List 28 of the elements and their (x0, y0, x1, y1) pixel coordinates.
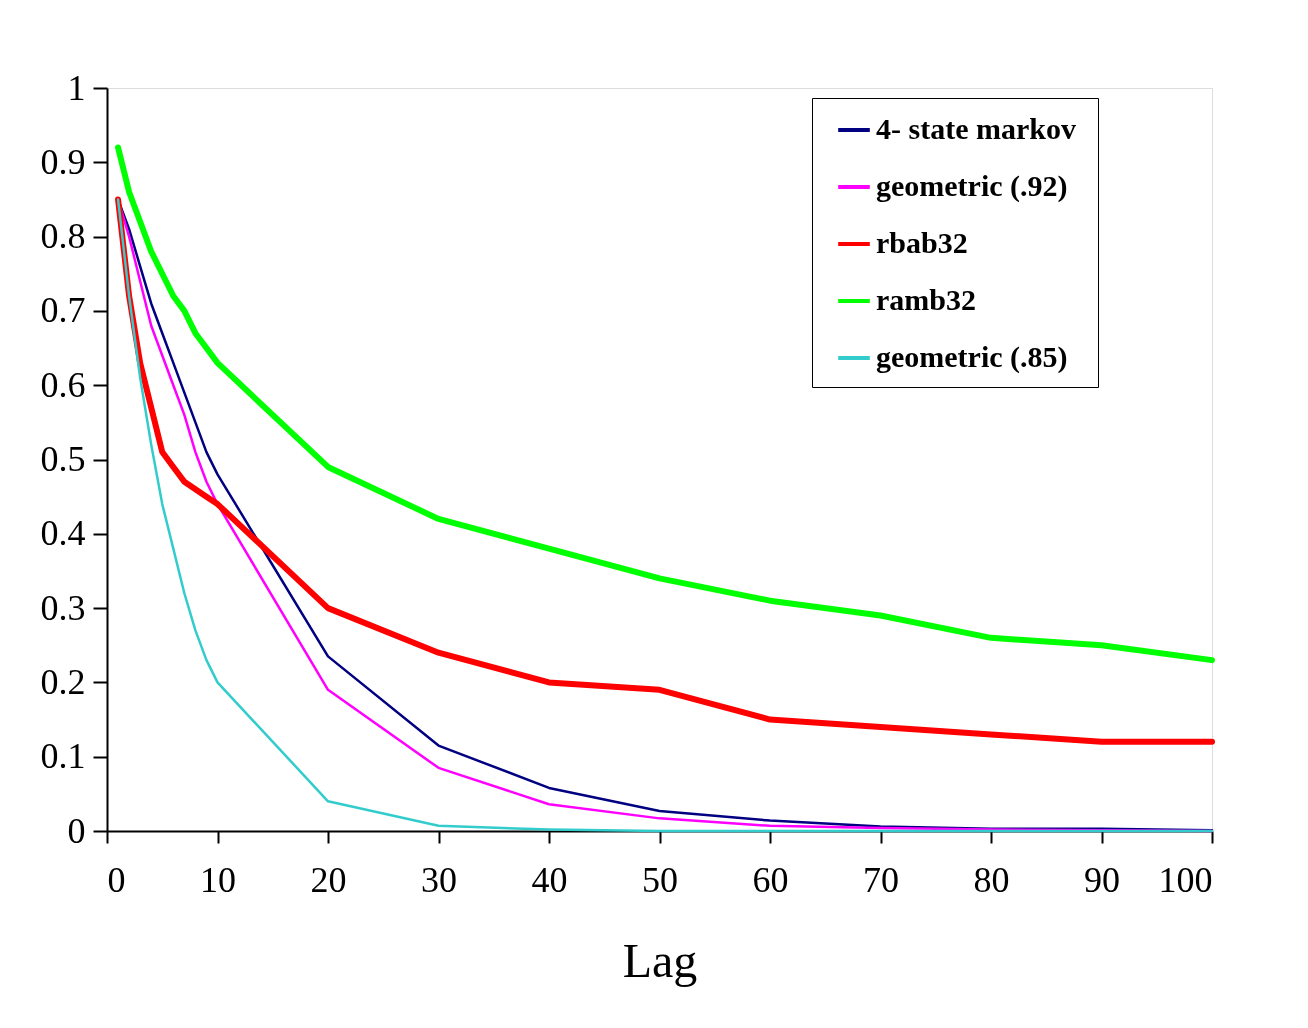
x-tick-label: 60 (752, 859, 789, 900)
x-tick-label: 70 (863, 859, 899, 900)
y-tick-label: 0.6 (40, 364, 86, 405)
x-tick-label: 90 (1084, 859, 1120, 900)
y-tick-label: 0.1 (40, 736, 86, 777)
legend-label: geometric (.92) (876, 169, 1068, 203)
y-tick-label: 0.4 (40, 513, 86, 554)
x-tick-label: 40 (531, 859, 568, 900)
y-tick-label: 0.8 (40, 216, 86, 257)
x-tick-label: 100 (1158, 859, 1213, 900)
x-tick-label: 0 (107, 859, 126, 900)
x-tick-label: 20 (310, 859, 347, 900)
legend-label: 4- state markov (876, 112, 1076, 145)
y-tick-label: 0.3 (40, 587, 86, 628)
y-tick-label: 1 (67, 67, 86, 108)
legend-label: rbab32 (876, 226, 968, 259)
y-tick-label: 0.7 (40, 290, 86, 331)
x-tick-label: 10 (200, 859, 236, 900)
x-tick-label: 50 (642, 859, 678, 900)
x-tick-label: 80 (973, 859, 1010, 900)
y-tick-label: 0.2 (40, 661, 86, 702)
y-tick-label: 0.9 (40, 141, 86, 182)
y-tick-label: 0 (67, 810, 86, 851)
x-axis-title: Lag (622, 933, 698, 987)
legend-label: ramb32 (876, 283, 976, 316)
legend-label: geometric (.85) (876, 340, 1068, 374)
y-tick-label: 0.5 (40, 439, 86, 479)
x-tick-label: 30 (421, 859, 457, 900)
